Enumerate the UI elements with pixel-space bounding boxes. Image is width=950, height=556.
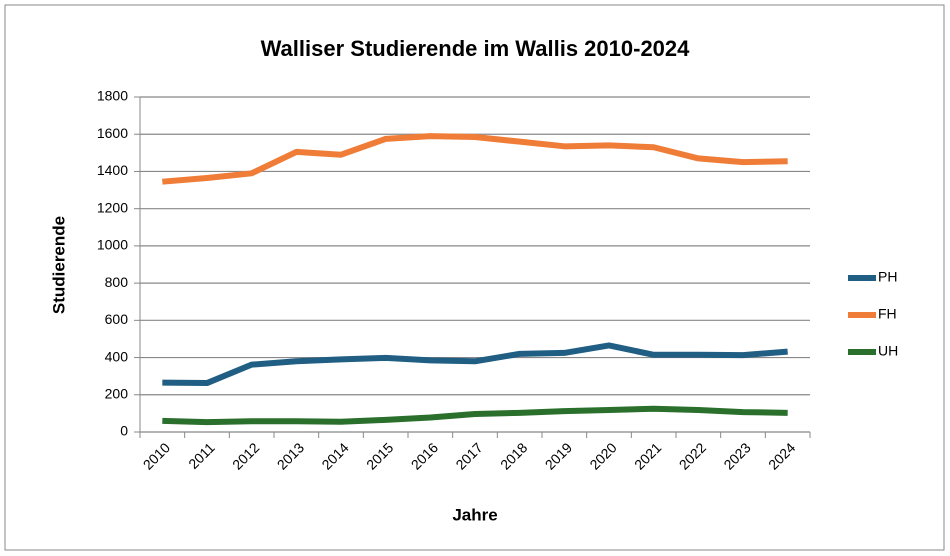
legend-label: UH xyxy=(878,343,898,359)
legend-label: PH xyxy=(878,269,897,285)
chart-title: Walliser Studierende im Wallis 2010-2024 xyxy=(261,36,691,61)
chart-border xyxy=(4,4,945,551)
y-axis-label: Studierende xyxy=(49,216,68,314)
y-tick-label: 0 xyxy=(120,423,128,439)
y-tick-label: 1800 xyxy=(97,88,128,104)
y-tick-label: 400 xyxy=(105,348,129,364)
line-series xyxy=(162,342,788,387)
legend-label: FH xyxy=(878,306,897,322)
line-series xyxy=(162,405,788,426)
y-tick-label: 200 xyxy=(105,385,129,401)
y-tick-label: 800 xyxy=(105,274,129,290)
y-tick-label: 1200 xyxy=(97,199,128,215)
line-series xyxy=(162,133,788,185)
y-tick-label: 1000 xyxy=(97,237,128,253)
y-tick-label: 600 xyxy=(105,311,129,327)
x-axis-label: Jahre xyxy=(452,505,497,524)
y-tick-label: 1400 xyxy=(97,162,128,178)
y-tick-label: 1600 xyxy=(97,125,128,141)
